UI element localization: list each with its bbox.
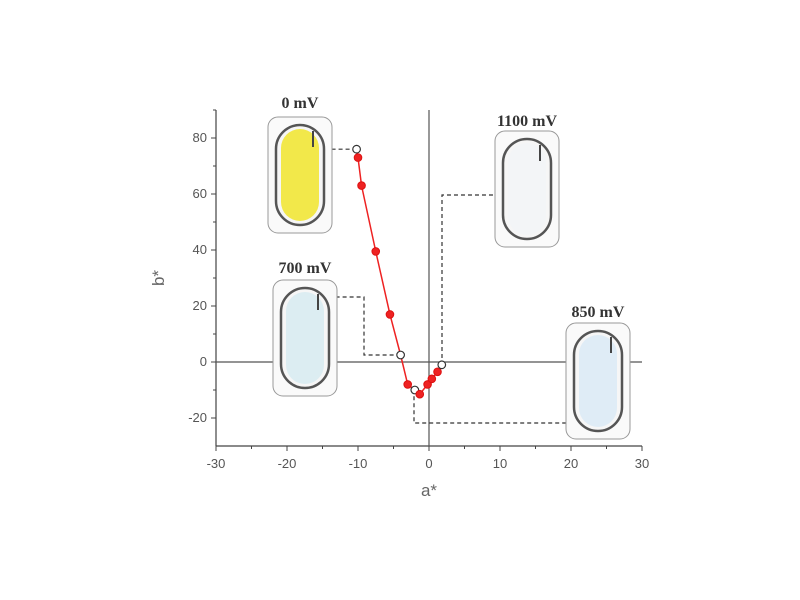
data-point — [427, 374, 437, 384]
data-point — [357, 181, 366, 190]
y-tick-label: 40 — [193, 242, 207, 257]
y-tick-label: 80 — [193, 130, 207, 145]
x-tick-label: -30 — [207, 456, 226, 471]
x-axis-title: a* — [421, 481, 437, 500]
cuvette-electrode — [610, 337, 612, 353]
dashed-connector — [441, 194, 495, 366]
data-point — [385, 310, 395, 319]
y-tick-label: -20 — [188, 410, 207, 425]
x-tick-label: 20 — [564, 456, 578, 471]
data-point — [403, 380, 413, 389]
x-tick-label: -20 — [278, 456, 297, 471]
cuvette-solution — [508, 143, 546, 235]
y-tick-label: 20 — [193, 298, 207, 313]
data-point — [433, 367, 442, 377]
y-axis-title: b* — [149, 270, 168, 286]
vial-voltage-label: 0 mV — [282, 95, 319, 112]
y-tick-label: 0 — [200, 354, 207, 369]
cuvette-solution — [281, 129, 319, 221]
x-tick-label: -10 — [349, 456, 368, 471]
data-point — [353, 153, 363, 162]
cuvette-electrode — [317, 294, 319, 310]
x-tick-label: 0 — [425, 456, 432, 471]
dashed-connector — [413, 389, 566, 424]
data-point — [415, 389, 425, 399]
cuvette-solution — [286, 292, 324, 384]
data-point — [423, 380, 432, 389]
dashed-connector — [337, 296, 401, 356]
vial-voltage-label: 850 mV — [572, 304, 625, 321]
vial-voltage-label: 700 mV — [279, 260, 332, 277]
cuvette-solution — [579, 335, 617, 427]
cuvette-electrode — [312, 131, 314, 147]
data-point — [371, 247, 381, 256]
data-point-open — [437, 360, 447, 370]
x-tick-label: 30 — [635, 456, 649, 471]
data-point-open — [396, 350, 406, 360]
vial-voltage-label: 1100 mV — [497, 113, 557, 130]
x-tick-label: 10 — [493, 456, 507, 471]
y-tick-label: 60 — [193, 186, 207, 201]
data-point-open — [352, 144, 361, 154]
cuvette-electrode — [539, 145, 541, 161]
